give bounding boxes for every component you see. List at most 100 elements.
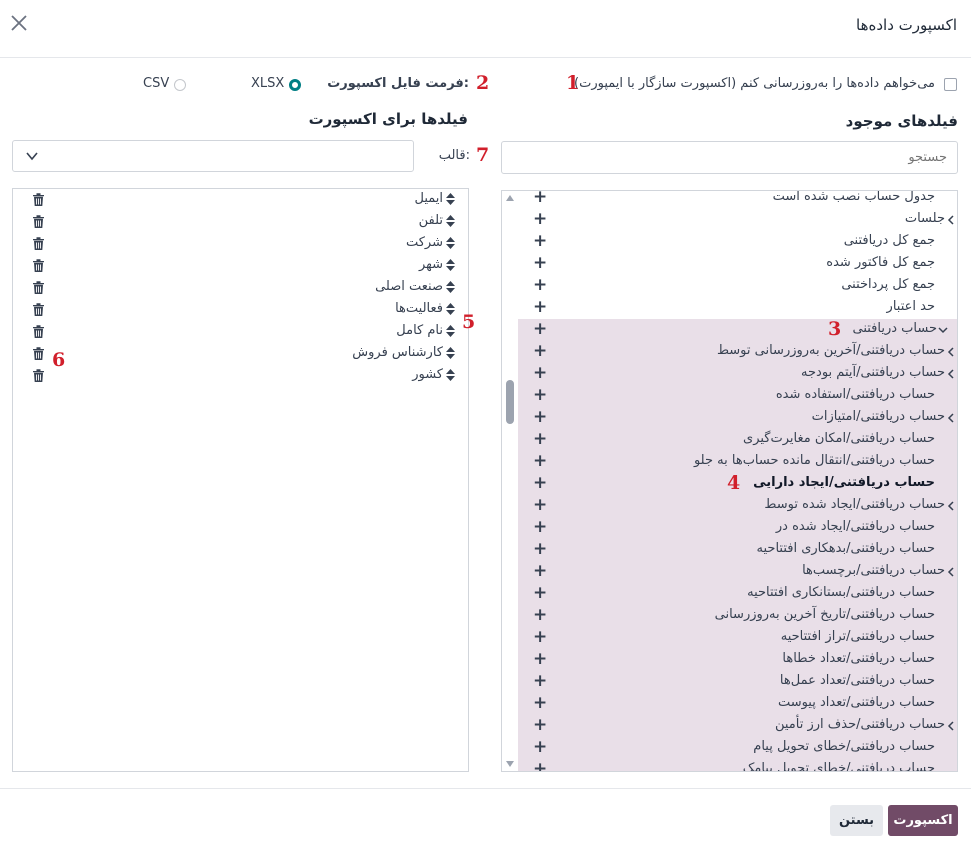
available-field-row[interactable]: حساب دریافتنی/بدهکاری افتتاحیه + bbox=[516, 539, 957, 561]
search-input[interactable] bbox=[501, 141, 958, 174]
add-field-icon[interactable]: + bbox=[533, 297, 548, 317]
template-select[interactable] bbox=[12, 140, 414, 172]
add-field-icon[interactable]: + bbox=[533, 561, 548, 581]
sort-handle-icon[interactable] bbox=[446, 347, 455, 359]
chevron-left-icon[interactable] bbox=[945, 368, 957, 380]
add-field-icon[interactable]: + bbox=[533, 341, 548, 361]
add-field-icon[interactable]: + bbox=[533, 539, 548, 559]
close-button[interactable]: بستن bbox=[830, 805, 883, 836]
sort-handle-icon[interactable] bbox=[446, 281, 455, 293]
trash-icon[interactable] bbox=[33, 259, 44, 272]
trash-icon[interactable] bbox=[33, 237, 44, 250]
sort-handle-icon[interactable] bbox=[446, 303, 455, 315]
available-field-row[interactable]: حساب دریافتنی/انتقال مانده حساب‌ها به جل… bbox=[516, 451, 957, 473]
trash-icon[interactable] bbox=[33, 347, 44, 360]
available-field-row[interactable]: حساب دریافتنی/حذف ارز تأمین + bbox=[516, 715, 957, 737]
sort-handle-icon[interactable] bbox=[446, 215, 455, 227]
add-field-icon[interactable]: + bbox=[533, 385, 548, 405]
available-field-row[interactable]: حساب دریافتنی/تاریخ آخرین به‌روزرسانی + bbox=[516, 605, 957, 627]
export-field-row[interactable]: نام کامل bbox=[13, 321, 467, 343]
add-field-icon[interactable]: + bbox=[533, 583, 548, 603]
available-field-row[interactable]: حساب دریافتنی/تراز افتتاحیه + bbox=[516, 627, 957, 649]
available-field-row[interactable]: حساب دریافتنی/خطای تحویل پیامک + bbox=[516, 759, 957, 772]
export-field-row[interactable]: شرکت bbox=[13, 233, 467, 255]
add-field-icon[interactable]: + bbox=[533, 759, 548, 772]
export-field-row[interactable]: کارشناس فروش bbox=[13, 343, 467, 365]
chevron-left-icon[interactable] bbox=[945, 214, 957, 226]
add-field-icon[interactable]: + bbox=[533, 715, 548, 735]
add-field-icon[interactable]: + bbox=[533, 473, 548, 493]
chevron-left-icon[interactable] bbox=[945, 500, 957, 512]
available-field-row[interactable]: حساب دریافتنی/تعداد پیوست + bbox=[516, 693, 957, 715]
add-field-icon[interactable]: + bbox=[533, 275, 548, 295]
export-field-row[interactable]: فعالیت‌ها bbox=[13, 299, 467, 321]
available-field-row[interactable]: حساب دریافتنی/امکان مغایرت‌گیری + bbox=[516, 429, 957, 451]
chevron-left-icon[interactable] bbox=[945, 346, 957, 358]
trash-icon[interactable] bbox=[33, 193, 44, 206]
available-field-row[interactable]: جدول حساب نصب شده است + bbox=[516, 190, 957, 209]
add-field-icon[interactable]: + bbox=[533, 429, 548, 449]
available-field-row[interactable]: حساب دریافتنی + bbox=[516, 319, 957, 341]
sort-handle-icon[interactable] bbox=[446, 325, 455, 337]
chevron-left-icon[interactable] bbox=[945, 566, 957, 578]
add-field-icon[interactable]: + bbox=[533, 737, 548, 757]
available-field-row[interactable]: جلسات + bbox=[516, 209, 957, 231]
export-field-row[interactable]: صنعت اصلی bbox=[13, 277, 467, 299]
available-field-row[interactable]: حساب دریافتنی/تعداد عمل‌ها + bbox=[516, 671, 957, 693]
available-field-row[interactable]: جمع کل دریافتنی + bbox=[516, 231, 957, 253]
add-field-icon[interactable]: + bbox=[533, 693, 548, 713]
add-field-icon[interactable]: + bbox=[533, 407, 548, 427]
chevron-down-icon[interactable] bbox=[937, 324, 949, 336]
sort-handle-icon[interactable] bbox=[446, 237, 455, 249]
trash-icon[interactable] bbox=[33, 281, 44, 294]
available-field-row[interactable]: جمع کل فاکتور شده + bbox=[516, 253, 957, 275]
available-field-row[interactable]: حساب دریافتنی/برچسب‌ها + bbox=[516, 561, 957, 583]
add-field-icon[interactable]: + bbox=[533, 649, 548, 669]
csv-radio[interactable] bbox=[174, 79, 186, 91]
trash-icon[interactable] bbox=[33, 325, 44, 338]
scroll-thumb[interactable] bbox=[506, 380, 514, 424]
export-button[interactable]: اکسپورت bbox=[888, 805, 958, 836]
scroll-down-icon[interactable] bbox=[506, 761, 514, 767]
add-field-icon[interactable]: + bbox=[533, 190, 548, 207]
update-data-checkbox[interactable] bbox=[944, 78, 957, 91]
sort-handle-icon[interactable] bbox=[446, 259, 455, 271]
chevron-left-icon[interactable] bbox=[945, 720, 957, 732]
available-field-row[interactable]: حساب دریافتنی/استفاده شده + bbox=[516, 385, 957, 407]
available-scrollbar[interactable] bbox=[502, 191, 518, 771]
chevron-left-icon[interactable] bbox=[945, 412, 957, 424]
export-field-row[interactable]: شهر bbox=[13, 255, 467, 277]
add-field-icon[interactable]: + bbox=[533, 495, 548, 515]
trash-icon[interactable] bbox=[33, 303, 44, 316]
available-field-row[interactable]: حساب دریافتنی/بستانکاری افتتاحیه + bbox=[516, 583, 957, 605]
add-field-icon[interactable]: + bbox=[533, 517, 548, 537]
sort-handle-icon[interactable] bbox=[446, 193, 455, 205]
export-field-row[interactable]: تلفن bbox=[13, 211, 467, 233]
export-field-row[interactable]: ایمیل bbox=[13, 189, 467, 211]
add-field-icon[interactable]: + bbox=[533, 319, 548, 339]
available-field-row[interactable]: حساب دریافتنی/ایجاد شده در + bbox=[516, 517, 957, 539]
add-field-icon[interactable]: + bbox=[533, 209, 548, 229]
available-field-row[interactable]: حساب دریافتنی/ایجاد دارایی + bbox=[516, 473, 957, 495]
trash-icon[interactable] bbox=[33, 215, 44, 228]
add-field-icon[interactable]: + bbox=[533, 671, 548, 691]
add-field-icon[interactable]: + bbox=[533, 627, 548, 647]
available-field-row[interactable]: حساب دریافتنی/آیتم بودجه + bbox=[516, 363, 957, 385]
scroll-up-icon[interactable] bbox=[506, 195, 514, 201]
add-field-icon[interactable]: + bbox=[533, 363, 548, 383]
available-field-row[interactable]: حساب دریافتنی/تعداد خطاها + bbox=[516, 649, 957, 671]
available-field-row[interactable]: جمع کل پرداختنی + bbox=[516, 275, 957, 297]
xlsx-radio[interactable] bbox=[289, 79, 301, 91]
close-icon[interactable] bbox=[8, 12, 30, 34]
sort-handle-icon[interactable] bbox=[446, 369, 455, 381]
available-field-row[interactable]: حساب دریافتنی/خطای تحویل پیام + bbox=[516, 737, 957, 759]
trash-icon[interactable] bbox=[33, 369, 44, 382]
add-field-icon[interactable]: + bbox=[533, 605, 548, 625]
add-field-icon[interactable]: + bbox=[533, 451, 548, 471]
add-field-icon[interactable]: + bbox=[533, 253, 548, 273]
available-field-row[interactable]: حساب دریافتنی/آخرین به‌روزرسانی توسط + bbox=[516, 341, 957, 363]
available-field-row[interactable]: حساب دریافتنی/ایجاد شده توسط + bbox=[516, 495, 957, 517]
available-field-row[interactable]: حساب دریافتنی/امتیازات + bbox=[516, 407, 957, 429]
add-field-icon[interactable]: + bbox=[533, 231, 548, 251]
export-field-row[interactable]: کشور bbox=[13, 365, 467, 387]
